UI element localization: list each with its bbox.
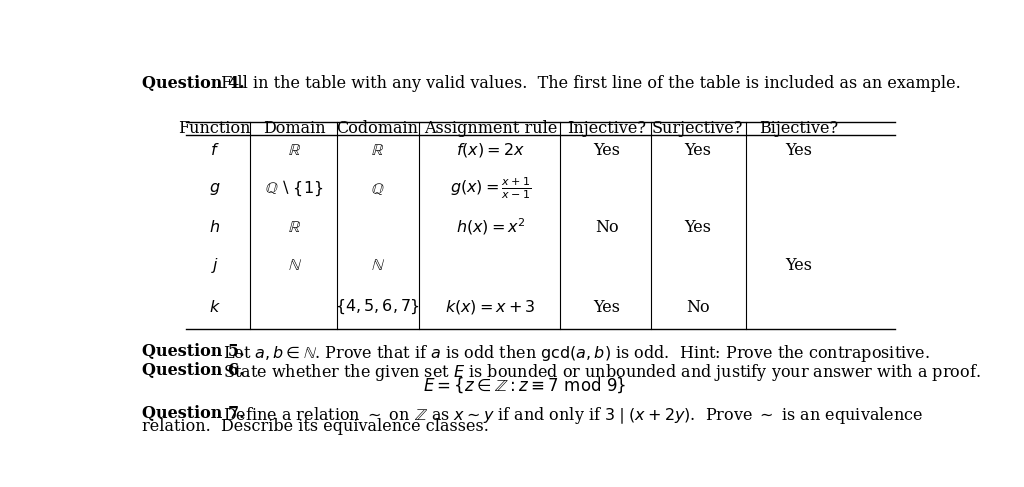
Text: $h(x) = x^2$: $h(x) = x^2$ (456, 217, 525, 238)
Text: Function: Function (178, 120, 251, 137)
Text: Yes: Yes (684, 142, 711, 159)
Text: State whether the given set $E$ is bounded or unbounded and justify your answer : State whether the given set $E$ is bound… (218, 362, 981, 383)
Text: $\mathbb{N}$: $\mathbb{N}$ (288, 258, 302, 273)
Text: No: No (686, 299, 710, 316)
Text: Question 7.: Question 7. (142, 405, 245, 422)
Text: Yes: Yes (594, 142, 621, 159)
Text: $\mathbb{Q}$: $\mathbb{Q}$ (371, 181, 384, 197)
Text: $\{4,5,6,7\}$: $\{4,5,6,7\}$ (335, 298, 420, 317)
Text: Injective?: Injective? (567, 120, 646, 137)
Text: $j$: $j$ (211, 256, 219, 275)
Text: $k$: $k$ (209, 299, 221, 315)
Text: Question 4.: Question 4. (142, 75, 245, 93)
Text: Codomain: Codomain (337, 120, 419, 137)
Text: Yes: Yes (684, 219, 711, 236)
Text: Let $a,b\in\mathbb{N}$. Prove that if $a$ is odd then $\gcd(a,b)$ is odd.  Hint:: Let $a,b\in\mathbb{N}$. Prove that if $a… (218, 342, 930, 364)
Text: $\mathbb{Q}\setminus\{1\}$: $\mathbb{Q}\setminus\{1\}$ (265, 179, 324, 198)
Text: Define a relation $\sim$ on $\mathbb{Z}$ as $x\sim y$ if and only if $3\mid (x+2: Define a relation $\sim$ on $\mathbb{Z}$… (218, 405, 923, 426)
Text: $h$: $h$ (209, 219, 220, 235)
Text: relation.  Describe its equivalence classes.: relation. Describe its equivalence class… (142, 418, 488, 435)
Text: $g$: $g$ (209, 181, 220, 197)
Text: No: No (595, 219, 618, 236)
Text: $f$: $f$ (210, 142, 219, 158)
Text: $\mathbb{R}$: $\mathbb{R}$ (288, 143, 301, 158)
Text: Question 6.: Question 6. (142, 362, 245, 379)
Text: Bijective?: Bijective? (759, 120, 838, 137)
Text: $f(x) = 2x$: $f(x) = 2x$ (457, 141, 525, 159)
Text: Yes: Yes (784, 257, 812, 274)
Text: $k(x) = x+3$: $k(x) = x+3$ (445, 298, 537, 316)
Text: $E = \{z\in\mathbb{Z} : z\equiv 7\ \mathrm{mod}\ 9\}$: $E = \{z\in\mathbb{Z} : z\equiv 7\ \math… (423, 376, 627, 395)
Text: $g(x) = \frac{x+1}{x-1}$: $g(x) = \frac{x+1}{x-1}$ (451, 176, 531, 202)
Text: Assignment rule: Assignment rule (424, 120, 557, 137)
Text: Yes: Yes (594, 299, 621, 316)
Text: $\mathbb{R}$: $\mathbb{R}$ (288, 220, 301, 235)
Text: Yes: Yes (784, 142, 812, 159)
Text: Surjective?: Surjective? (652, 120, 743, 137)
Text: Question 5.: Question 5. (142, 342, 245, 359)
Text: Domain: Domain (263, 120, 326, 137)
Text: $\mathbb{R}$: $\mathbb{R}$ (371, 143, 384, 158)
Text: Fill in the table with any valid values.  The first line of the table is include: Fill in the table with any valid values.… (216, 75, 961, 93)
Text: $\mathbb{N}$: $\mathbb{N}$ (371, 258, 385, 273)
